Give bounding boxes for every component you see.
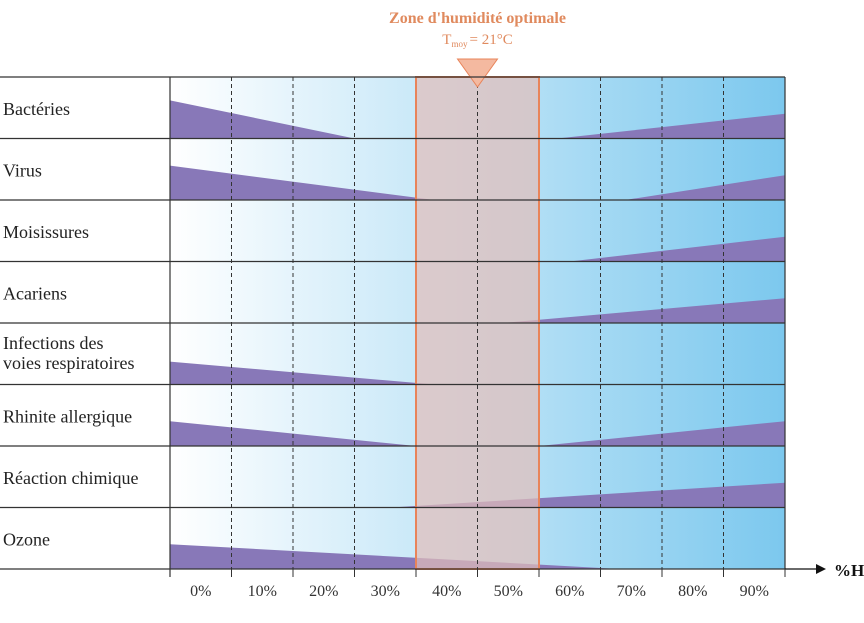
zone-title: Zone d'humidité optimale <box>389 10 566 27</box>
row-label: Infections des voies respiratoires <box>3 333 134 373</box>
risk-wedge-right <box>539 421 785 446</box>
x-tick-label: 70% <box>617 583 646 600</box>
risk-wedge-right <box>557 113 785 139</box>
x-tick-label: 40% <box>432 583 461 600</box>
risk-wedge-left <box>170 361 435 385</box>
risk-wedge-right <box>502 298 785 323</box>
zone-subtitle-value: = 21°C <box>469 32 512 48</box>
row-label: Moisissures <box>3 222 89 242</box>
risk-wedge-right <box>625 175 785 200</box>
x-tick-label: 10% <box>248 583 277 600</box>
risk-wedge-right <box>569 236 785 262</box>
x-tick-label: 60% <box>555 583 584 600</box>
row-label: Rhinite allergique <box>3 407 132 427</box>
risk-wedge-left <box>170 165 435 200</box>
x-axis: 0% 10% 20% 30% 40% 50% 60% 70% 80% 90% %H <box>169 561 864 600</box>
row-label: Acariens <box>3 284 67 304</box>
optimal-marker-triangle <box>456 58 499 88</box>
zone-annotation: Zone d'humidité optimale Tmoy = 21°C <box>389 10 566 49</box>
row-label: Bactéries <box>3 99 70 119</box>
row-dividers <box>0 76 786 577</box>
risk-wedge-left <box>170 421 416 446</box>
zone-subtitle: Tmoy = 21°C <box>442 32 512 49</box>
row-label: Virus <box>3 161 42 181</box>
row-label: Ozone <box>3 530 50 550</box>
x-axis-label: %H <box>834 561 864 580</box>
row-labels: Bactéries Virus Moisissures Acariens Infecti… <box>3 99 138 550</box>
x-tick-label: 20% <box>309 583 338 600</box>
x-axis-arrowhead <box>816 564 826 574</box>
x-tick-label: 0% <box>190 583 211 600</box>
x-tick-label: 30% <box>371 583 400 600</box>
x-tick-label: 90% <box>740 583 769 600</box>
zone-subtitle-t: T <box>442 32 451 48</box>
x-tick-label: 80% <box>678 583 707 600</box>
x-tick-label: 50% <box>494 583 523 600</box>
zone-subtitle-subscript: moy <box>451 39 468 49</box>
risk-wedge-left <box>170 100 355 139</box>
optimal-zone <box>415 58 540 570</box>
row-label: Réaction chimique <box>3 468 138 488</box>
